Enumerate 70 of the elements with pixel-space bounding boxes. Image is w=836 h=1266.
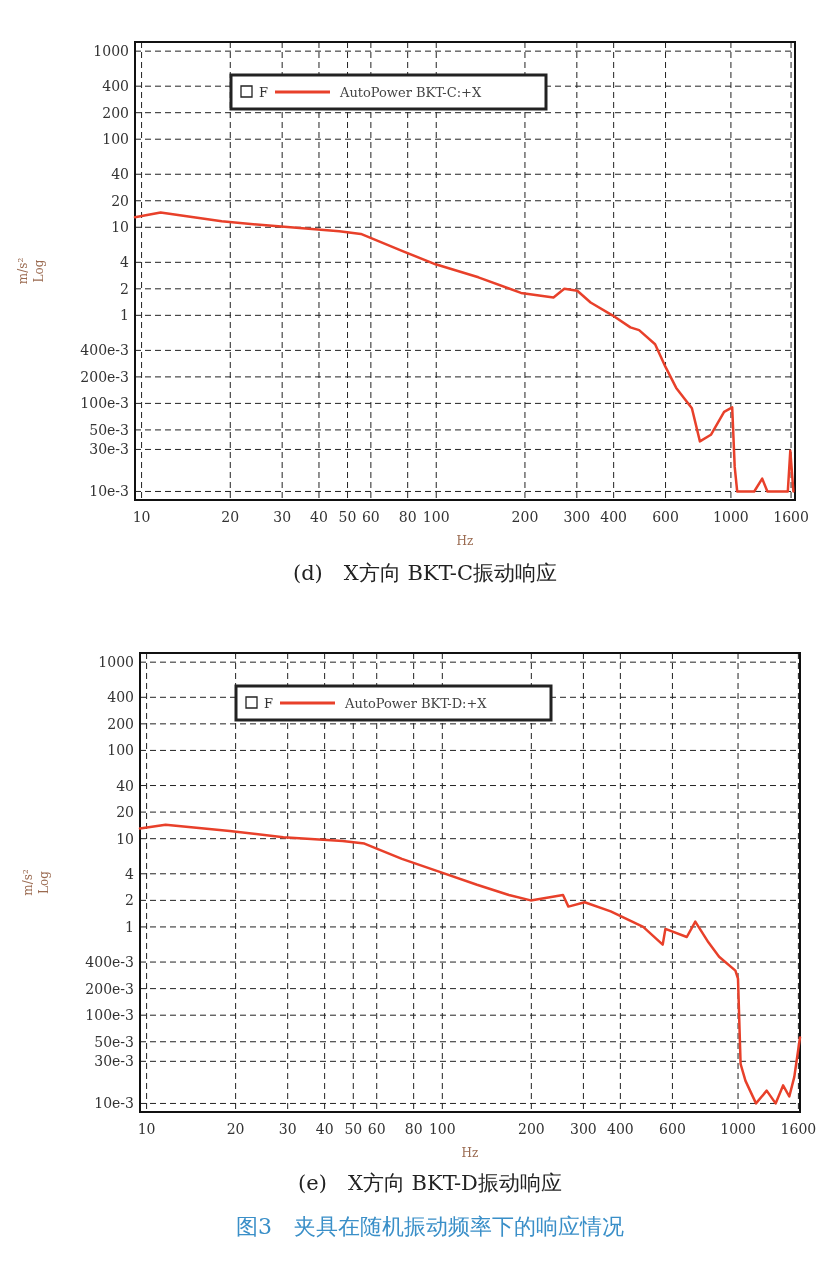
y-tick-label: 10	[116, 830, 134, 847]
x-tick-label: 50	[344, 1121, 363, 1137]
x-tick-label: 300	[570, 1121, 597, 1137]
y-tick-label: 100e-3	[85, 1007, 134, 1024]
x-tick-label: 30	[273, 509, 292, 525]
x-tick-label: 80	[404, 1121, 423, 1137]
x-tick-label: 40	[310, 509, 328, 525]
y-tick-label: 40	[111, 166, 129, 183]
y-tick-label: 400	[102, 78, 129, 95]
x-tick-label: 600	[652, 509, 679, 525]
y-tick-label: 200	[102, 104, 129, 121]
y-tick-label: 2	[125, 892, 134, 909]
y-axis-title: m/s² Log	[16, 257, 46, 285]
y-tick-label: 2	[120, 280, 129, 297]
x-tick-label: 40	[315, 1121, 334, 1137]
x-tick-label: 30	[278, 1121, 297, 1137]
x-tick-label: 100	[422, 509, 450, 525]
y-tick-label: 200	[107, 715, 134, 732]
y-tick-label: 30e-3	[89, 441, 129, 458]
x-tick-label: 1000	[713, 509, 749, 525]
y-tick-label: 1000	[93, 43, 129, 60]
x-tick-label: 60	[361, 509, 380, 525]
x-tick-label: 200	[517, 1121, 545, 1137]
y-axis-title: m/s² Log	[21, 869, 51, 896]
x-tick-label: 1600	[780, 1121, 817, 1137]
y-tick-label: 1	[125, 918, 134, 935]
y-tick-label: 10	[111, 219, 129, 236]
y-tick-label: 100	[102, 131, 129, 148]
text: (e) X方向 BKT-D振动响应	[298, 1171, 562, 1195]
x-tick-label: 100	[428, 1121, 456, 1137]
y-tick-label: 50e-3	[94, 1033, 134, 1050]
x-tick-label: 10	[137, 1121, 156, 1137]
x-axis-title: Hz	[456, 534, 474, 548]
x-tick-label: 60	[367, 1121, 386, 1137]
y-tick-label: 200e-3	[85, 980, 134, 997]
x-tick-label: 200	[511, 509, 539, 525]
y-tick-label: 20	[111, 192, 129, 209]
y-tick-label: 400	[107, 689, 134, 706]
x-tick-label: 20	[226, 1121, 245, 1137]
y-tick-label: 200e-3	[80, 368, 129, 385]
y-tick-label: 4	[120, 254, 130, 271]
y-tick-label: 1	[120, 307, 129, 324]
legend-label: AutoPower BKT-C:+X	[339, 85, 482, 100]
y-tick-label: 400e-3	[85, 954, 134, 971]
y-tick-label: 400e-3	[80, 342, 129, 359]
y-tick-label: 1000	[98, 654, 134, 671]
y-tick-label: 30e-3	[94, 1053, 134, 1070]
x-tick-label: 80	[398, 509, 417, 525]
y-tick-label: 10e-3	[89, 483, 129, 500]
x-axis-title: Hz	[461, 1146, 479, 1160]
y-tick-label: 40	[116, 777, 134, 794]
y-tick-label: 20	[116, 804, 134, 821]
y-tick-label: 50e-3	[89, 421, 129, 438]
x-tick-label: 1600	[773, 509, 809, 525]
x-tick-label: 300	[563, 509, 591, 525]
legend-title: F	[259, 85, 269, 100]
caption: 图3 夹具在随机振动频率下的响应情况	[236, 1214, 624, 1239]
x-tick-label: 20	[221, 509, 240, 525]
legend-title: F	[264, 696, 274, 711]
text: (d) X方向 BKT-C振动响应	[292, 561, 558, 585]
y-tick-label: 100	[107, 742, 134, 759]
x-tick-label: 1000	[720, 1121, 756, 1137]
legend-label: AutoPower BKT-D:+X	[344, 696, 488, 711]
y-tick-label: 4	[125, 865, 135, 882]
x-tick-label: 400	[600, 509, 628, 525]
x-tick-label: 400	[606, 1121, 634, 1137]
y-tick-label: 10e-3	[94, 1095, 134, 1112]
y-tick-label: 100e-3	[80, 395, 129, 412]
x-tick-label: 600	[659, 1121, 686, 1137]
x-tick-label: 50	[338, 509, 357, 525]
